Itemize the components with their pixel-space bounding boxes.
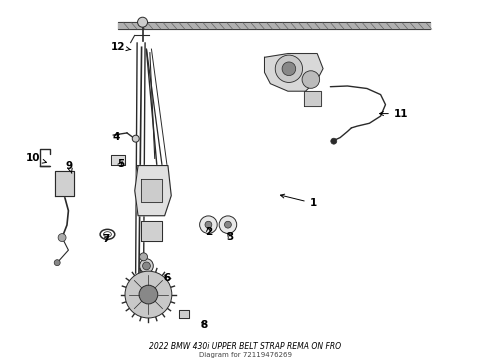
Polygon shape — [303, 91, 320, 105]
Circle shape — [199, 216, 217, 234]
Circle shape — [205, 221, 212, 228]
Circle shape — [331, 138, 337, 144]
Text: 4: 4 — [112, 132, 120, 142]
Text: 12: 12 — [111, 42, 131, 52]
Circle shape — [139, 285, 158, 304]
Circle shape — [54, 260, 60, 266]
Circle shape — [138, 17, 147, 27]
Circle shape — [282, 62, 296, 76]
Polygon shape — [141, 221, 162, 241]
Circle shape — [132, 135, 139, 142]
Text: 8: 8 — [200, 320, 207, 330]
Text: 6: 6 — [163, 274, 171, 283]
Polygon shape — [265, 54, 323, 91]
Polygon shape — [179, 310, 190, 318]
Text: 5: 5 — [117, 159, 124, 169]
Circle shape — [58, 234, 66, 242]
Circle shape — [125, 271, 172, 318]
Polygon shape — [135, 166, 171, 216]
Text: 2: 2 — [205, 227, 212, 237]
Text: 11: 11 — [380, 109, 408, 118]
Circle shape — [275, 55, 302, 82]
Text: 7: 7 — [102, 234, 110, 244]
Text: 2022 BMW 430i UPPER BELT STRAP REMA ON FRO: 2022 BMW 430i UPPER BELT STRAP REMA ON F… — [149, 342, 341, 351]
Text: 10: 10 — [25, 153, 47, 163]
Circle shape — [224, 221, 231, 228]
Circle shape — [140, 253, 147, 261]
Polygon shape — [111, 155, 125, 165]
Circle shape — [143, 262, 150, 270]
Text: 1: 1 — [280, 194, 317, 208]
Polygon shape — [141, 179, 162, 202]
Text: 3: 3 — [227, 232, 234, 242]
Text: Diagram for 72119476269: Diagram for 72119476269 — [198, 352, 292, 359]
Text: 9: 9 — [66, 161, 73, 173]
Circle shape — [219, 216, 237, 234]
Polygon shape — [55, 171, 74, 196]
Circle shape — [302, 71, 319, 88]
Ellipse shape — [140, 259, 153, 273]
